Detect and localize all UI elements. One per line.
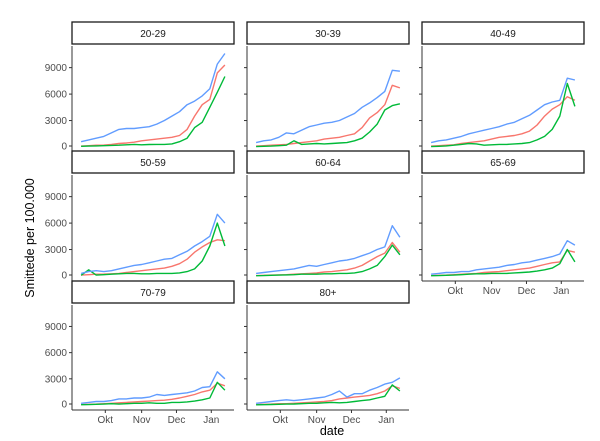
x-tick-label: Dec bbox=[168, 415, 186, 426]
facet-panels: 20-29 0 3000 6000 9000 30-39 40-49 50-59 0 3000 60… bbox=[45, 21, 585, 426]
facet-strip-label: 40-49 bbox=[490, 29, 516, 40]
facet-panel: 70-79 0 3000 6000 9000 Okt Nov Dec Jan bbox=[45, 280, 235, 426]
x-axis-title: date bbox=[320, 424, 344, 438]
facet-strip bbox=[246, 150, 410, 174]
series-line bbox=[81, 64, 226, 147]
series-line bbox=[431, 239, 576, 275]
series-line bbox=[256, 103, 401, 148]
facet-strip bbox=[246, 280, 410, 304]
y-tick-label: 6000 bbox=[45, 348, 68, 359]
facet-strip bbox=[71, 150, 235, 174]
facet-strip-label: 20-29 bbox=[140, 29, 166, 40]
series-line bbox=[255, 69, 400, 144]
facet-strip-label: 80+ bbox=[320, 288, 337, 299]
series-line bbox=[80, 53, 226, 143]
series-line bbox=[80, 213, 226, 275]
x-tick-label: Jan bbox=[553, 286, 569, 297]
y-tick-label: 6000 bbox=[45, 219, 68, 230]
series-line bbox=[431, 248, 576, 277]
y-tick-label: 0 bbox=[61, 271, 67, 282]
facet-panel: 60-64 bbox=[244, 150, 410, 284]
facet-strip bbox=[421, 21, 585, 45]
series-line bbox=[431, 82, 576, 148]
y-axis-title: Smittede per 100.000 bbox=[23, 178, 37, 298]
x-tick-label: Dec bbox=[343, 415, 361, 426]
y-tick-label: 9000 bbox=[45, 63, 68, 74]
series-line bbox=[256, 84, 401, 147]
series-line bbox=[430, 77, 576, 144]
facet-strip bbox=[71, 21, 235, 45]
facet-strip-label: 30-39 bbox=[315, 29, 341, 40]
series-line bbox=[256, 224, 401, 275]
series-line bbox=[81, 371, 226, 404]
y-tick-label: 9000 bbox=[45, 322, 68, 333]
series-line bbox=[80, 222, 226, 276]
x-tick-label: Nov bbox=[308, 415, 326, 426]
x-tick-label: Okt bbox=[448, 286, 464, 297]
x-tick-label: Nov bbox=[483, 286, 501, 297]
facet-panel: 50-59 0 3000 6000 9000 bbox=[45, 150, 235, 284]
y-tick-label: 3000 bbox=[45, 245, 68, 256]
y-tick-label: 9000 bbox=[45, 192, 68, 203]
facet-panel: 40-49 bbox=[419, 21, 585, 155]
series-line bbox=[256, 384, 401, 406]
x-tick-label: Okt bbox=[273, 415, 289, 426]
series-line bbox=[256, 377, 401, 404]
x-tick-label: Nov bbox=[133, 415, 151, 426]
x-tick-label: Okt bbox=[98, 415, 114, 426]
facet-panel: 20-29 0 3000 6000 9000 bbox=[45, 21, 235, 155]
y-tick-label: 3000 bbox=[45, 374, 68, 385]
y-tick-label: 6000 bbox=[45, 90, 68, 101]
facet-strip bbox=[421, 150, 585, 174]
facet-strip-label: 50-59 bbox=[140, 158, 166, 169]
facet-panel: 80+ Okt Nov Dec Jan bbox=[244, 280, 410, 426]
facet-strip bbox=[71, 280, 235, 304]
facet-strip-label: 65-69 bbox=[490, 158, 516, 169]
facet-panel: 30-39 bbox=[244, 21, 410, 155]
y-tick-label: 0 bbox=[61, 142, 67, 153]
facet-panel: 65-69 Okt Nov Dec Jan bbox=[419, 150, 585, 297]
series-line bbox=[81, 76, 226, 147]
y-tick-label: 3000 bbox=[45, 116, 68, 127]
facet-strip-label: 60-64 bbox=[315, 158, 341, 169]
facet-strip-label: 70-79 bbox=[140, 288, 166, 299]
series-line bbox=[81, 381, 226, 406]
facet-strip bbox=[246, 21, 410, 45]
x-tick-label: Dec bbox=[518, 286, 536, 297]
y-tick-label: 0 bbox=[61, 400, 67, 411]
series-line bbox=[256, 244, 401, 277]
x-tick-label: Jan bbox=[378, 415, 394, 426]
x-tick-label: Jan bbox=[203, 415, 219, 426]
